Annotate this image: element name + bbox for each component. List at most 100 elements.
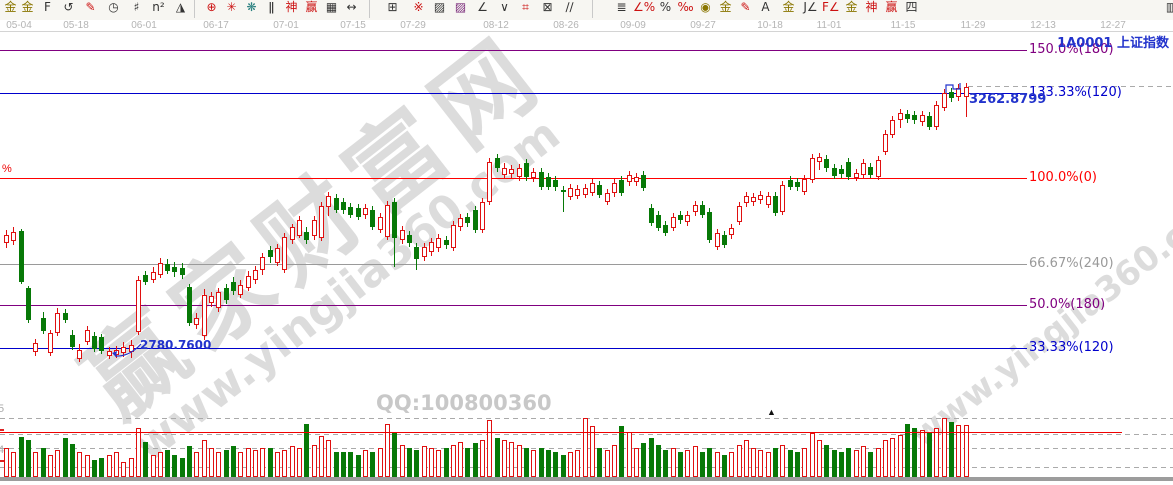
- candle: [41, 318, 46, 331]
- j-angle-tool-icon[interactable]: J∠: [803, 0, 818, 14]
- shen-angle-tool-icon[interactable]: 神: [865, 0, 878, 14]
- date-tick-label: 09-09: [620, 20, 646, 31]
- high-dashed-line: [968, 86, 1173, 87]
- candle: [297, 220, 302, 236]
- gold-gann-tool-icon[interactable]: 金: [4, 0, 17, 14]
- price-ruler-tool-icon[interactable]: ≣: [616, 0, 627, 14]
- volume-bar: [949, 422, 954, 477]
- date-tick-label: 05-04: [6, 20, 32, 31]
- candle: [451, 225, 456, 248]
- angle-lines-tool-icon[interactable]: ∠: [477, 0, 488, 14]
- candle-wick: [563, 186, 564, 212]
- volume-bar: [524, 448, 529, 477]
- volume-bar: [678, 452, 683, 477]
- candle: [356, 208, 361, 217]
- volume-bar: [920, 430, 925, 477]
- candle: [370, 210, 375, 227]
- percent-tool-icon[interactable]: %: [659, 0, 672, 14]
- drawing-toolbar: 金金 F ↺ ✎ ◷ ♯ n² ◮ ⊕ ✳ ❋ ǁ 神赢 ▦ ↔ ⊞ ※ ▨ ▨ ∠ ∨ ⌗ ⊠ ∕∕ ≣ ∠%% ‰ ◉ 金 ✎ A 金 J∠…: [0, 0, 1173, 20]
- volume-bar: [854, 450, 859, 477]
- volume-bar: [444, 448, 449, 477]
- candle: [422, 247, 427, 257]
- crosshair-tool-icon[interactable]: ⊕: [206, 0, 217, 14]
- cycle-clock-tool-icon[interactable]: ◷: [108, 0, 119, 14]
- grid-arrow-tool-icon[interactable]: ⊠: [542, 0, 553, 14]
- web-grid-tool-icon[interactable]: ❋: [246, 0, 257, 14]
- shen-tool-icon[interactable]: 神: [285, 0, 298, 14]
- gold-circle-tool-icon[interactable]: ◉: [700, 0, 711, 14]
- date-tick-label: 08-26: [553, 20, 579, 31]
- percent-level-label: 66.67%(240): [1029, 256, 1114, 271]
- fibonacci-f-tool-icon[interactable]: F: [44, 0, 51, 14]
- candle: [854, 173, 859, 178]
- date-tick-label: 09-27: [690, 20, 716, 31]
- volume-bar: [546, 450, 551, 477]
- candle: [517, 168, 522, 177]
- candle: [700, 205, 705, 215]
- volume-bar: [33, 452, 38, 477]
- candle: [590, 183, 595, 193]
- wave-a-tool-icon[interactable]: A: [761, 0, 770, 14]
- volume-bar: [634, 448, 639, 477]
- f-angle-tool-icon[interactable]: F∠: [822, 0, 840, 14]
- candle: [495, 158, 500, 168]
- boxed-rays-tool-icon[interactable]: ▨: [433, 0, 446, 14]
- candle: [290, 227, 295, 240]
- volume-bar: [766, 452, 771, 477]
- span-arrows-tool-icon[interactable]: ↔: [346, 0, 357, 14]
- volume-bar: [392, 432, 397, 477]
- volume-bar: [172, 455, 177, 477]
- clipped-edge-tool-icon[interactable]: ▥: [1165, 0, 1173, 14]
- candle: [810, 158, 815, 180]
- candle: [407, 235, 412, 243]
- candle: [539, 172, 544, 187]
- boxed-rays-purple-tool-icon[interactable]: ▨: [454, 0, 467, 14]
- volume-bar: [912, 428, 917, 477]
- grid-box-tool-icon[interactable]: ⊞: [387, 0, 398, 14]
- gold-line-tool-icon[interactable]: 金: [719, 0, 732, 14]
- candle: [70, 335, 75, 347]
- candle: [216, 292, 221, 308]
- ray-fan-tool-icon[interactable]: ※: [413, 0, 424, 14]
- pennant-tool-icon[interactable]: ◮: [175, 0, 186, 14]
- tally-lines-tool-icon[interactable]: ♯: [133, 0, 140, 14]
- ying-tool-icon[interactable]: 赢: [305, 0, 318, 14]
- candle: [92, 336, 97, 349]
- candle: [187, 287, 192, 323]
- volume-bar: [627, 432, 632, 477]
- parallel-lines-tool-icon[interactable]: ∕∕: [565, 0, 574, 14]
- percent-lines-tool-icon[interactable]: ‰: [677, 0, 694, 14]
- red-grid-tool-icon[interactable]: ⌗: [522, 0, 529, 14]
- starburst-tool-icon[interactable]: ✳: [226, 0, 237, 14]
- candle: [920, 115, 925, 122]
- symbol-title: 1A0001 上证指数: [1057, 36, 1169, 51]
- volume-axis-tick: [0, 460, 4, 462]
- si-angle-tool-icon[interactable]: 四: [905, 0, 918, 14]
- gold-underline-tool-icon[interactable]: 金: [782, 0, 795, 14]
- candle: [473, 210, 478, 230]
- volume-bar: [436, 450, 441, 477]
- volume-bar: [707, 448, 712, 477]
- ying-angle-tool-icon[interactable]: 赢: [885, 0, 898, 14]
- volume-bar: [136, 428, 141, 477]
- gold-gann-tool2-icon[interactable]: 金: [21, 0, 34, 14]
- volume-bar: [246, 448, 251, 477]
- n-squared-tool-icon[interactable]: n²: [152, 0, 165, 14]
- candle: [824, 159, 829, 168]
- ruler-grid-tool-icon[interactable]: ▦: [325, 0, 338, 14]
- candle: [33, 343, 38, 352]
- kline-bars-tool-icon[interactable]: ǁ: [268, 0, 275, 14]
- volume-bar: [187, 446, 192, 477]
- red-pencil-tool-icon[interactable]: ✎: [85, 0, 96, 14]
- spiral-tool-icon[interactable]: ↺: [63, 0, 74, 14]
- volume-bar: [487, 420, 492, 477]
- candle: [326, 196, 331, 207]
- angle-percent-tool-icon[interactable]: ∠%: [633, 0, 656, 14]
- gold-angle-tool-icon[interactable]: 金: [845, 0, 858, 14]
- zigzag-tool-icon[interactable]: ∨: [500, 0, 509, 14]
- volume-bar: [802, 448, 807, 477]
- brush-one-tool-icon[interactable]: ✎: [740, 0, 751, 14]
- volume-bar: [509, 442, 514, 477]
- candle: [707, 212, 712, 240]
